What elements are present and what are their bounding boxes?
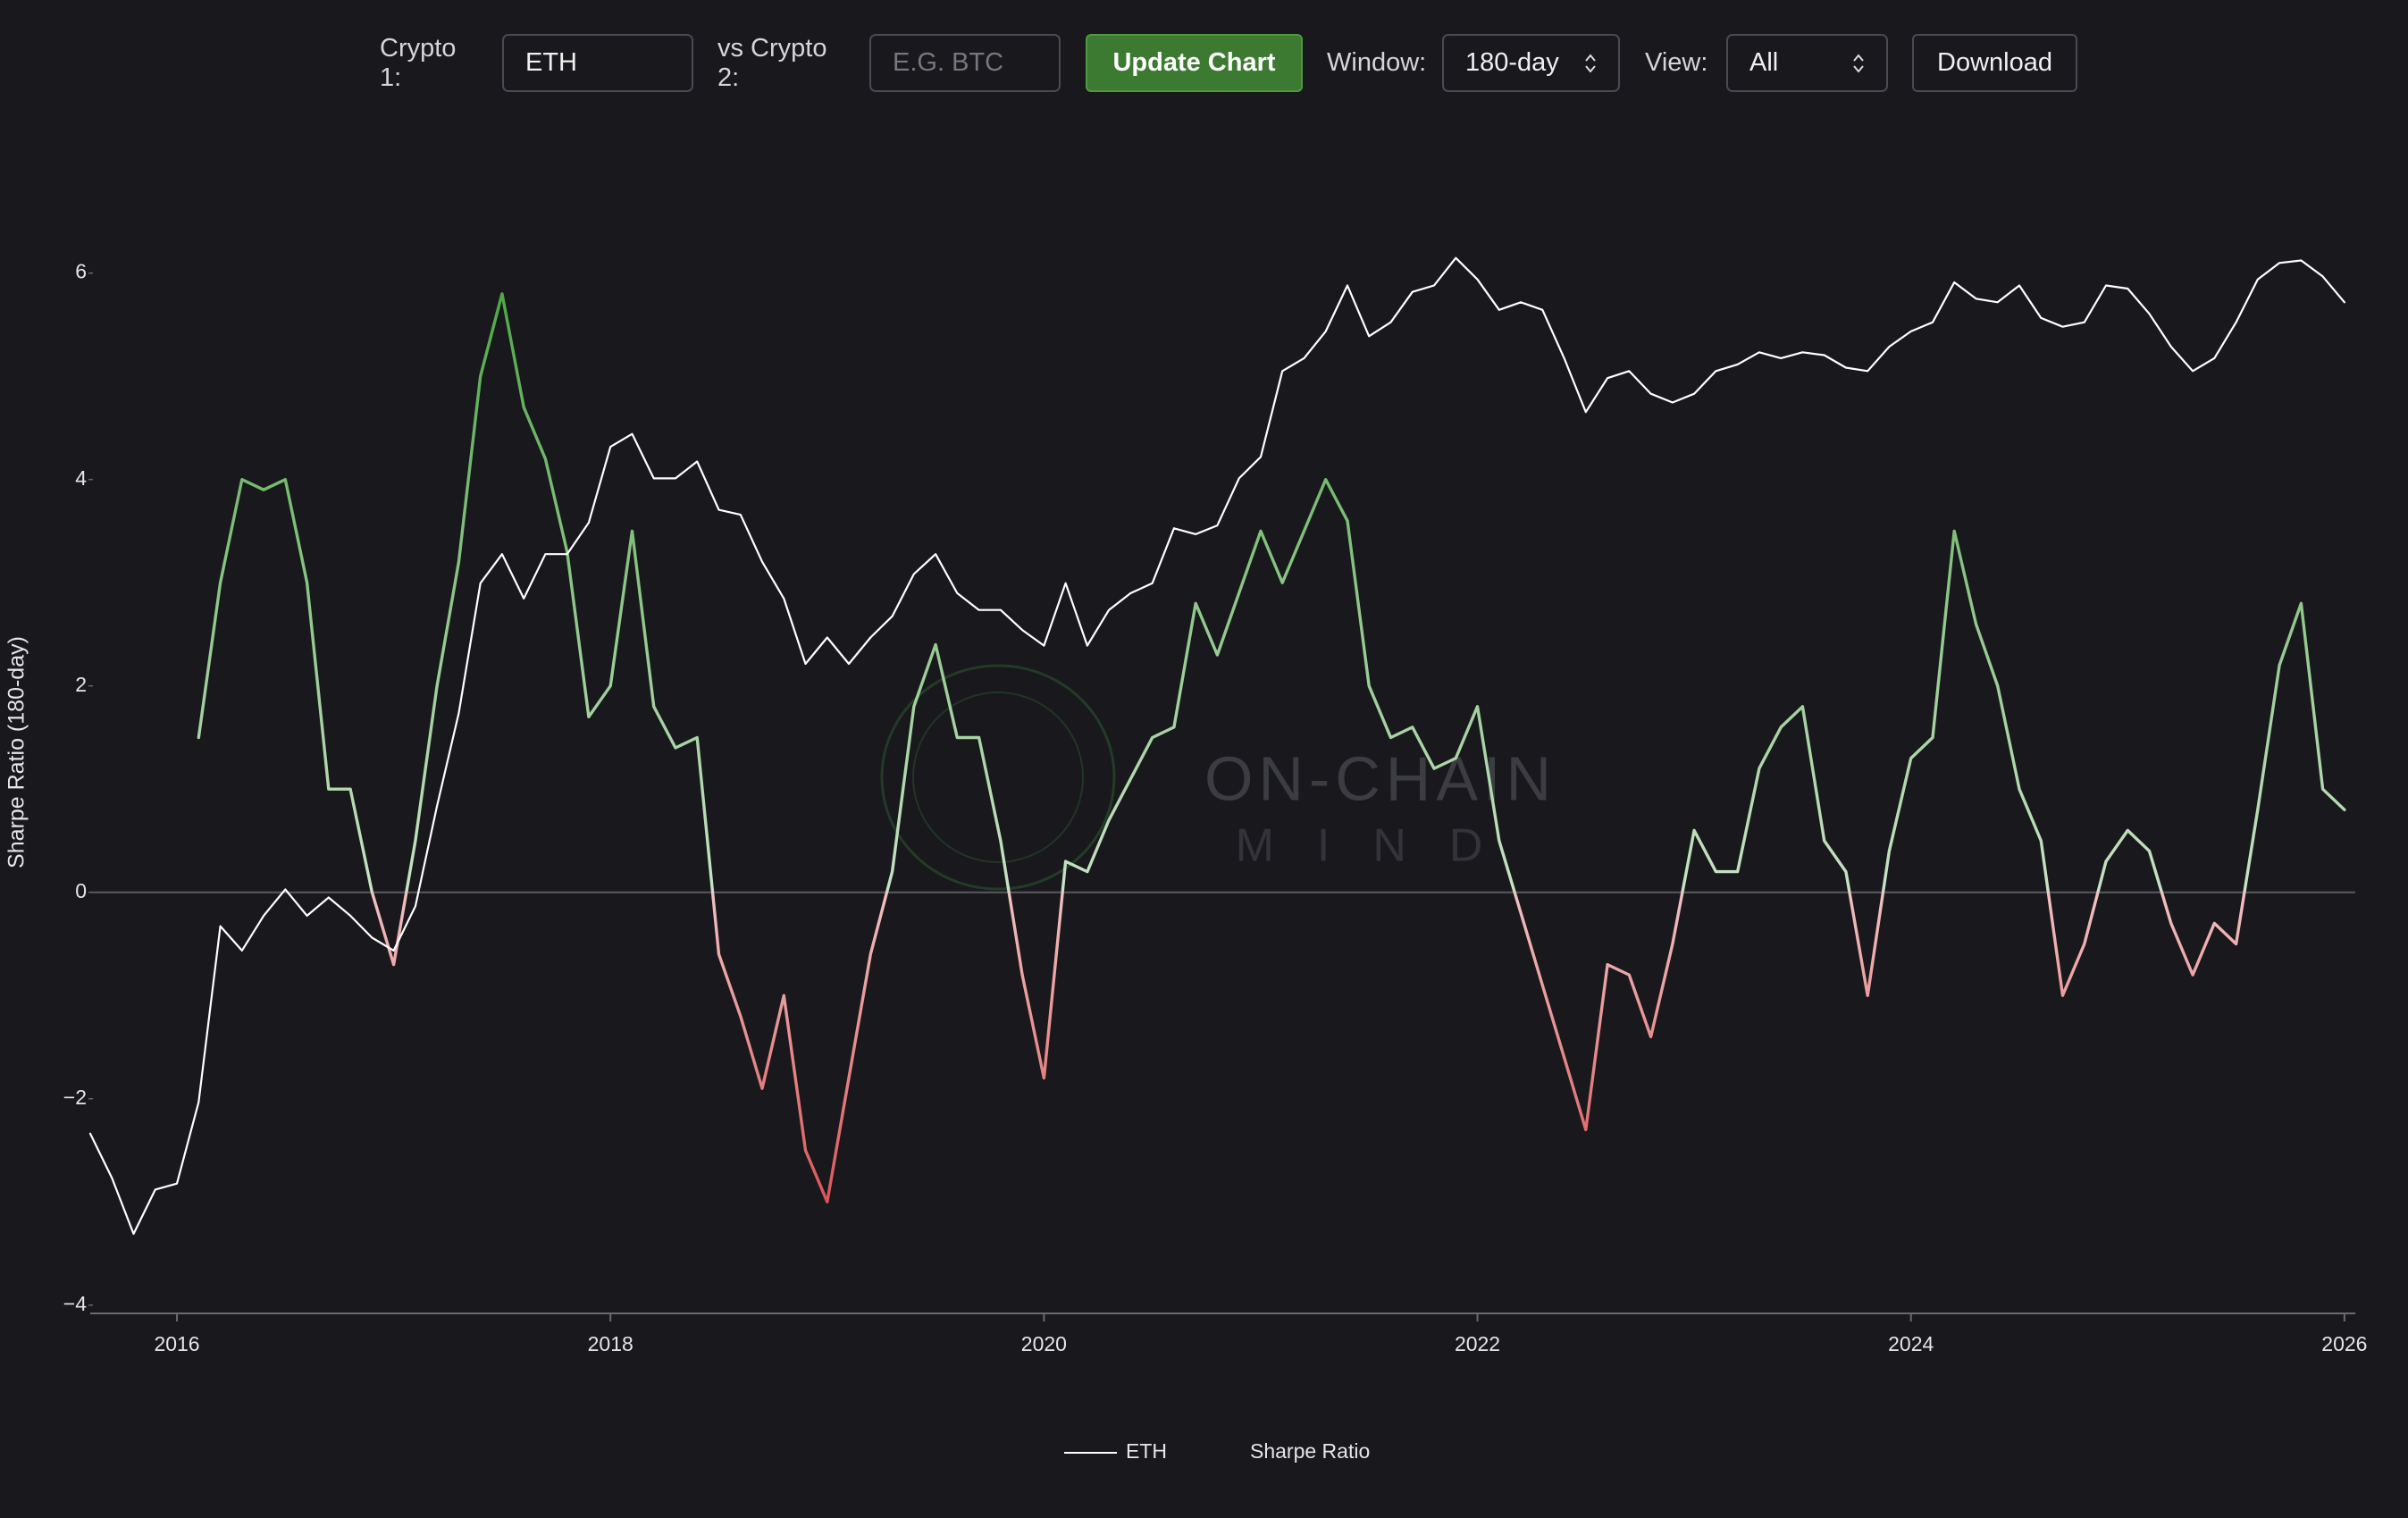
- view-label: View:: [1645, 48, 1708, 77]
- crypto2-label: vs Crypto 2:: [717, 33, 827, 92]
- y-tick-label: 6: [75, 260, 87, 283]
- watermark-title: ON-CHAIN: [1204, 743, 1556, 813]
- x-tick-label: 2024: [1888, 1332, 1934, 1355]
- y-axis-title: Sharpe Ratio (180-day): [4, 636, 29, 868]
- window-select[interactable]: 180-day: [1442, 34, 1620, 92]
- crypto1-input[interactable]: ETH: [502, 34, 693, 92]
- y-tick-label: 0: [75, 879, 87, 902]
- legend-label: Sharpe Ratio: [1250, 1439, 1370, 1463]
- y-tick-label: −2: [63, 1086, 87, 1109]
- window-label: Window:: [1327, 48, 1427, 77]
- watermark: ON-CHAIN MIND: [880, 664, 1556, 891]
- x-tick-label: 2018: [588, 1332, 633, 1355]
- y-tick-label: 4: [75, 466, 87, 490]
- view-select[interactable]: All: [1726, 34, 1888, 92]
- select-arrows: [1853, 53, 1864, 73]
- update-button[interactable]: Update Chart: [1086, 34, 1303, 92]
- x-tick-label: 2016: [154, 1332, 199, 1355]
- view-value: All: [1749, 48, 1779, 77]
- x-tick-label: 2022: [1455, 1332, 1500, 1355]
- watermark-icon: [880, 664, 1116, 891]
- y-tick-label: 2: [75, 673, 87, 696]
- x-tick-label: 2020: [1021, 1332, 1067, 1355]
- crypto1-label: Crypto 1:: [380, 33, 457, 92]
- y-tick-label: −4: [63, 1292, 87, 1315]
- x-tick-label: 2026: [2321, 1332, 2367, 1355]
- series-line: [88, 256, 2345, 1236]
- download-button[interactable]: Download: [1912, 34, 2077, 92]
- window-value: 180-day: [1465, 48, 1559, 77]
- legend-label: ETH: [1126, 1439, 1167, 1463]
- watermark-icon: [912, 692, 1084, 863]
- crypto2-input[interactable]: E.G. BTC: [869, 34, 1061, 92]
- series-line: [197, 292, 2346, 1203]
- watermark-subtitle: MIND: [1236, 820, 1526, 872]
- select-arrows: [1585, 53, 1596, 73]
